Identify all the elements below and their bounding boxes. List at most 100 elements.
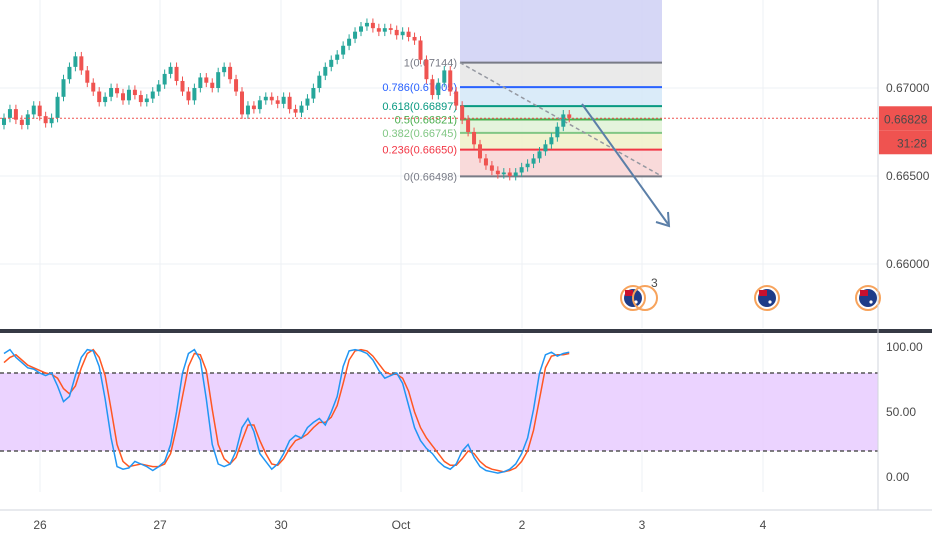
candle-body xyxy=(228,66,233,80)
fib-zone xyxy=(460,62,662,88)
fib-level-label: 0.5(0.66821) xyxy=(395,115,457,127)
candle-body xyxy=(305,98,310,106)
candle-body xyxy=(85,70,90,83)
candle-body xyxy=(412,36,417,41)
candle-body xyxy=(400,31,405,36)
candle-body xyxy=(43,116,48,124)
candle-body xyxy=(281,96,286,104)
candle-body xyxy=(549,137,554,145)
fib-level-label: 0.786(0.67005) xyxy=(382,82,457,94)
candle-body xyxy=(25,114,30,125)
fib-level-label: 0.618(0.66897) xyxy=(382,101,457,113)
candle-body xyxy=(126,89,131,101)
countdown-tag xyxy=(879,130,932,155)
candle-body xyxy=(174,66,179,81)
candle-body xyxy=(73,56,78,67)
candle-body xyxy=(222,66,227,73)
candle-body xyxy=(489,165,494,171)
last-price-tag-text: 0.66828 xyxy=(884,112,928,126)
candle-body xyxy=(341,45,346,55)
candle-body xyxy=(472,132,477,145)
flag-star xyxy=(768,300,772,304)
candle-body xyxy=(525,163,530,168)
candle-body xyxy=(478,144,482,159)
candle-body xyxy=(376,28,381,32)
pane-separator xyxy=(0,329,932,333)
trend-arrow[interactable] xyxy=(581,103,671,228)
candle-body xyxy=(513,172,518,176)
candle-body xyxy=(156,84,161,92)
candle-body xyxy=(210,82,215,88)
time-tick-label: 2 xyxy=(519,518,526,532)
candle-body xyxy=(192,88,197,101)
au-flag-icon[interactable]: 3 xyxy=(620,276,658,311)
candle-body xyxy=(353,31,358,39)
au-flag-icon[interactable] xyxy=(855,285,881,311)
candle-body xyxy=(418,40,423,60)
candle-body xyxy=(501,172,506,175)
candle-body xyxy=(311,88,316,99)
candle-body xyxy=(198,77,203,88)
arrow-shaft xyxy=(581,103,669,225)
candle-body xyxy=(531,158,536,164)
candle-body xyxy=(13,109,18,120)
osc-tick-label: 100.00 xyxy=(886,340,923,354)
candle-body xyxy=(466,119,471,132)
flag-canton xyxy=(625,290,633,296)
candle-body xyxy=(257,100,262,110)
countdown-text: 31:28 xyxy=(897,136,927,150)
candle-body xyxy=(31,105,36,115)
osc-tick-label: 0.00 xyxy=(886,470,910,484)
candle-body xyxy=(61,79,66,97)
candle-body xyxy=(382,28,387,32)
candle-body xyxy=(323,66,328,76)
candle-body xyxy=(49,117,54,124)
candle-body xyxy=(388,28,393,30)
time-tick-label: 27 xyxy=(153,518,167,532)
candle-body xyxy=(115,88,120,94)
flag-star xyxy=(869,300,873,304)
economic-events[interactable]: 3 xyxy=(620,276,881,311)
candle-body xyxy=(287,96,292,110)
candle-body xyxy=(91,82,96,92)
time-tick-label: 30 xyxy=(274,518,288,532)
price-tick-label: 0.66500 xyxy=(886,169,930,183)
fib-zone xyxy=(460,87,662,107)
fib-level-label: 1(0.67144) xyxy=(404,58,457,70)
fib-zone xyxy=(460,119,662,133)
flag-star xyxy=(634,300,638,304)
candle-body xyxy=(442,70,447,83)
fib-zone xyxy=(460,132,662,150)
fibonacci-retracement[interactable]: 0(0.66498)0.236(0.66650)0.382(0.66745)0.… xyxy=(382,0,663,183)
fib-level-label: 0.236(0.66650) xyxy=(382,145,457,157)
time-tick-label: 4 xyxy=(760,518,767,532)
candle-body xyxy=(103,96,108,103)
flag-canton xyxy=(759,290,767,296)
candle-body xyxy=(19,119,24,125)
time-tick-label: 26 xyxy=(33,518,47,532)
candle-body xyxy=(293,109,298,113)
price-tick-label: 0.67000 xyxy=(886,81,930,95)
au-flag-icon[interactable] xyxy=(754,285,780,311)
candle-body xyxy=(448,70,453,92)
candle-body xyxy=(507,172,512,176)
candle-body xyxy=(121,93,125,101)
candle-body xyxy=(79,56,84,71)
candle-body xyxy=(275,100,280,104)
osc-series-line xyxy=(3,348,570,473)
candle-body xyxy=(7,109,12,118)
candle-body xyxy=(269,96,274,101)
candle-body xyxy=(406,31,411,37)
candle-body xyxy=(240,91,244,115)
axes: 0.67000 0.66000 0.66500 0.66828 31:28 100.00 5… xyxy=(0,0,932,532)
fib-zone xyxy=(460,106,662,120)
candle-body xyxy=(561,114,566,127)
fib-trend-line xyxy=(459,62,663,178)
candle-body xyxy=(97,91,102,103)
flag-canton xyxy=(860,290,868,296)
stochastic-oscillator xyxy=(0,348,878,474)
time-tick-label: Oct xyxy=(392,518,411,532)
candle-body xyxy=(67,66,72,80)
candle-body xyxy=(495,170,500,175)
